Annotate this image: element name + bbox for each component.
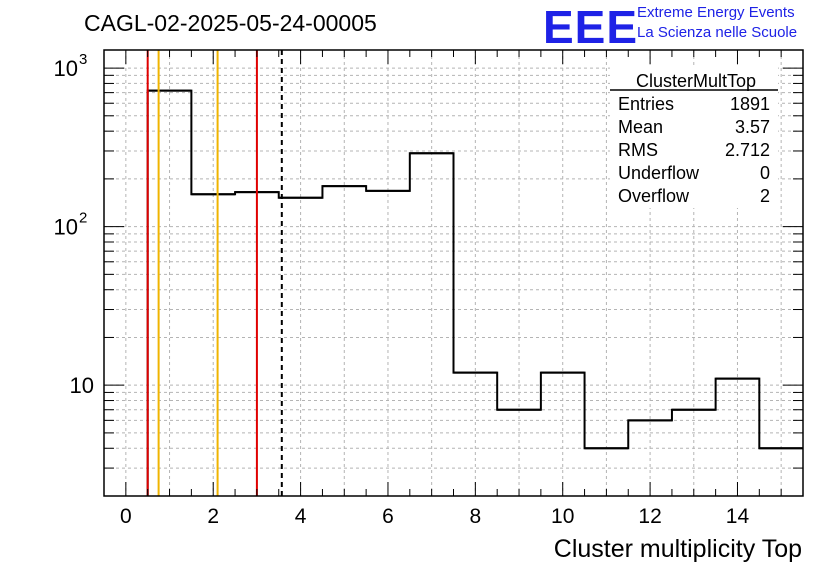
x-axis-label: Cluster multiplicity Top <box>553 535 802 563</box>
x-tick-label: 2 <box>207 505 219 528</box>
logo-line-2: La Scienza nelle Scuole <box>637 24 798 41</box>
x-tick-label: 0 <box>120 505 132 528</box>
eee-logo: EEE <box>543 1 639 53</box>
stats-row-label: RMS <box>618 140 658 160</box>
stats-row-value: 2.712 <box>725 140 770 160</box>
x-tick-label: 10 <box>551 505 574 528</box>
stats-row-value: 3.57 <box>735 117 770 137</box>
run-title: CAGL-02-2025-05-24-00005 <box>84 10 377 36</box>
stats-row-label: Underflow <box>618 163 700 183</box>
stats-row-value: 0 <box>760 163 770 183</box>
stats-row-label: Overflow <box>618 186 690 206</box>
stats-row-value: 2 <box>760 186 770 206</box>
x-tick-label: 14 <box>726 505 750 528</box>
x-tick-label: 12 <box>638 505 661 528</box>
y-tick-exponent: 3 <box>79 51 87 68</box>
x-tick-label: 8 <box>470 505 482 528</box>
y-tick-exponent: 2 <box>79 210 87 227</box>
stats-row-label: Entries <box>618 94 674 114</box>
x-tick-label: 4 <box>295 505 307 528</box>
stats-title: ClusterMultTop <box>636 71 756 91</box>
y-tick-label: 10 <box>54 215 78 240</box>
logo-line-1: Extreme Energy Events <box>637 4 795 21</box>
x-tick-label: 6 <box>382 505 394 528</box>
y-tick-label: 10 <box>70 373 94 398</box>
y-tick-label: 10 <box>54 56 78 81</box>
stats-row-value: 1891 <box>730 94 770 114</box>
stats-row-label: Mean <box>618 117 663 137</box>
